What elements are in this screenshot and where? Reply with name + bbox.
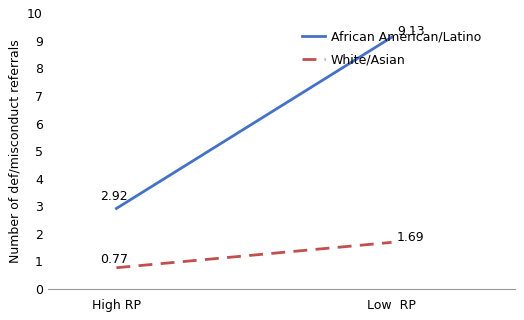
Line: African American/Latino: African American/Latino <box>116 37 391 208</box>
Text: 0.77: 0.77 <box>100 253 128 266</box>
Y-axis label: Number of def/misconduct referrals: Number of def/misconduct referrals <box>8 39 21 263</box>
White/Asian <box>388 240 395 244</box>
Line: White/Asian: White/Asian <box>116 242 391 268</box>
White/Asian <box>113 266 119 270</box>
African American/Latino <box>113 206 119 210</box>
Text: 2.92: 2.92 <box>100 190 127 203</box>
Legend: African American/Latino, White/Asian: African American/Latino, White/Asian <box>297 25 486 71</box>
Text: 1.69: 1.69 <box>397 231 424 244</box>
African American/Latino <box>388 36 395 39</box>
Text: 9.13: 9.13 <box>397 25 424 37</box>
